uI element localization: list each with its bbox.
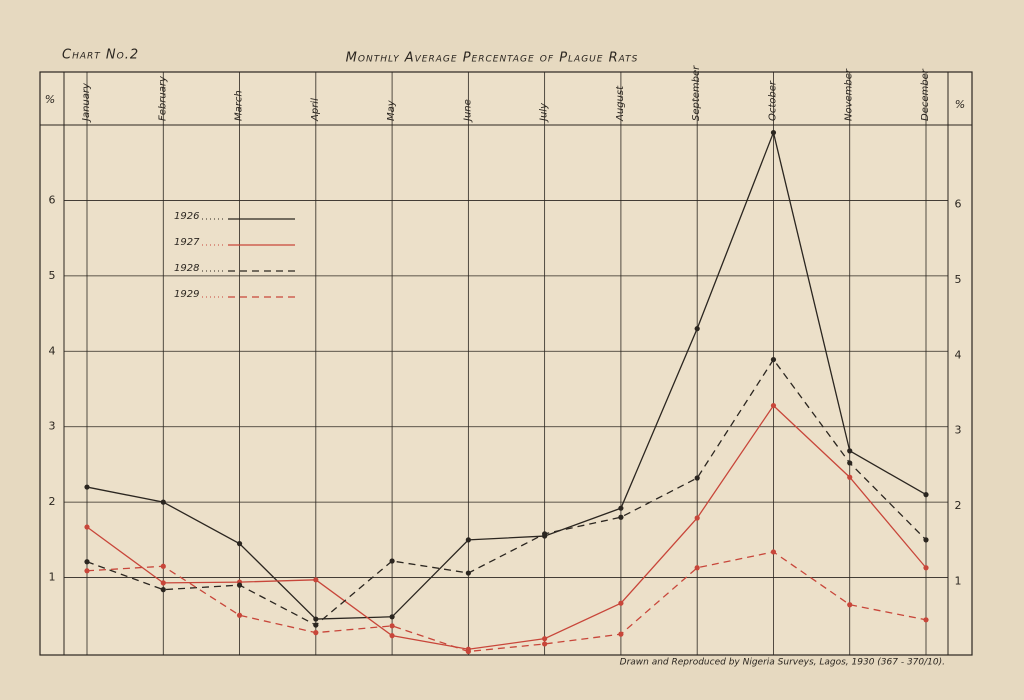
y-tick-label: 5 xyxy=(49,269,56,282)
x-tick-label: March xyxy=(234,90,245,121)
point xyxy=(236,612,243,618)
point xyxy=(770,549,777,555)
x-tick-label: July xyxy=(539,102,550,123)
point xyxy=(389,614,395,620)
point xyxy=(770,129,777,136)
point xyxy=(236,582,243,588)
point xyxy=(542,641,548,647)
point xyxy=(923,492,929,498)
legend-label: 1927 xyxy=(174,237,200,248)
y-tick-label: 4 xyxy=(49,344,56,357)
note: Drawn and Reproduced by Nigeria Surveys,… xyxy=(620,658,945,668)
point xyxy=(770,402,777,409)
y-tick-label-right: 1 xyxy=(955,575,962,588)
point xyxy=(923,617,929,623)
point xyxy=(160,580,166,586)
legend-label: 1929 xyxy=(174,289,199,300)
y-tick-label: 2 xyxy=(49,495,56,508)
point xyxy=(923,537,929,543)
series-line xyxy=(86,358,927,626)
series-line xyxy=(86,551,927,653)
point xyxy=(389,623,395,629)
chart-title: Monthly Average Percentage of Plague Rat… xyxy=(346,51,639,66)
point xyxy=(694,475,700,481)
y-axis-label-right: % xyxy=(955,98,965,111)
point xyxy=(847,602,853,608)
x-tick-label: December xyxy=(920,68,931,121)
x-tick-label: November xyxy=(844,68,855,121)
point xyxy=(694,515,700,521)
point xyxy=(84,484,90,490)
x-tick-label: January xyxy=(81,82,92,123)
point xyxy=(542,636,548,642)
point xyxy=(465,537,471,543)
frame xyxy=(39,71,973,656)
series-line xyxy=(86,404,927,650)
y-tick-label-right: 5 xyxy=(955,273,962,286)
point xyxy=(84,568,90,574)
y-tick-label: 3 xyxy=(49,420,56,433)
point xyxy=(618,505,624,511)
point xyxy=(84,524,90,530)
point xyxy=(618,600,624,606)
y-tick-label-right: 4 xyxy=(955,348,962,361)
x-tick-label: May xyxy=(386,99,397,121)
point xyxy=(160,563,166,569)
x-tick-label: February xyxy=(157,75,168,121)
point xyxy=(847,474,853,480)
point xyxy=(389,558,395,564)
point xyxy=(236,541,243,547)
x-tick-label: August xyxy=(615,85,626,122)
chart-label: Chart No.2 xyxy=(62,48,139,63)
point xyxy=(847,448,853,454)
point xyxy=(160,587,166,593)
series-line xyxy=(86,130,927,620)
x-tick-label: October xyxy=(767,80,778,121)
legend-label: 1928 xyxy=(174,263,199,274)
point xyxy=(694,565,700,571)
point xyxy=(465,570,471,576)
point xyxy=(542,531,548,537)
x-tick-label: June xyxy=(462,99,473,123)
point xyxy=(313,622,319,628)
point xyxy=(694,326,700,332)
y-tick-label-right: 3 xyxy=(955,424,962,437)
point xyxy=(389,633,395,639)
point xyxy=(313,577,319,583)
y-tick-label-right: 2 xyxy=(955,499,962,512)
point xyxy=(618,631,624,637)
point xyxy=(770,356,777,363)
point xyxy=(313,616,319,622)
y-tick-label: 1 xyxy=(49,571,56,584)
point xyxy=(465,648,471,655)
legend-label: 1926 xyxy=(174,211,199,222)
point xyxy=(618,514,624,520)
point xyxy=(923,565,929,571)
point xyxy=(160,499,166,505)
x-tick-label: April xyxy=(310,98,321,122)
y-tick-label-right: 6 xyxy=(955,197,962,210)
point xyxy=(313,630,319,636)
point xyxy=(847,460,853,466)
x-tick-label: September xyxy=(691,65,702,121)
y-tick-label: 6 xyxy=(49,193,56,206)
y-axis-label: % xyxy=(45,93,55,106)
point xyxy=(84,559,90,565)
